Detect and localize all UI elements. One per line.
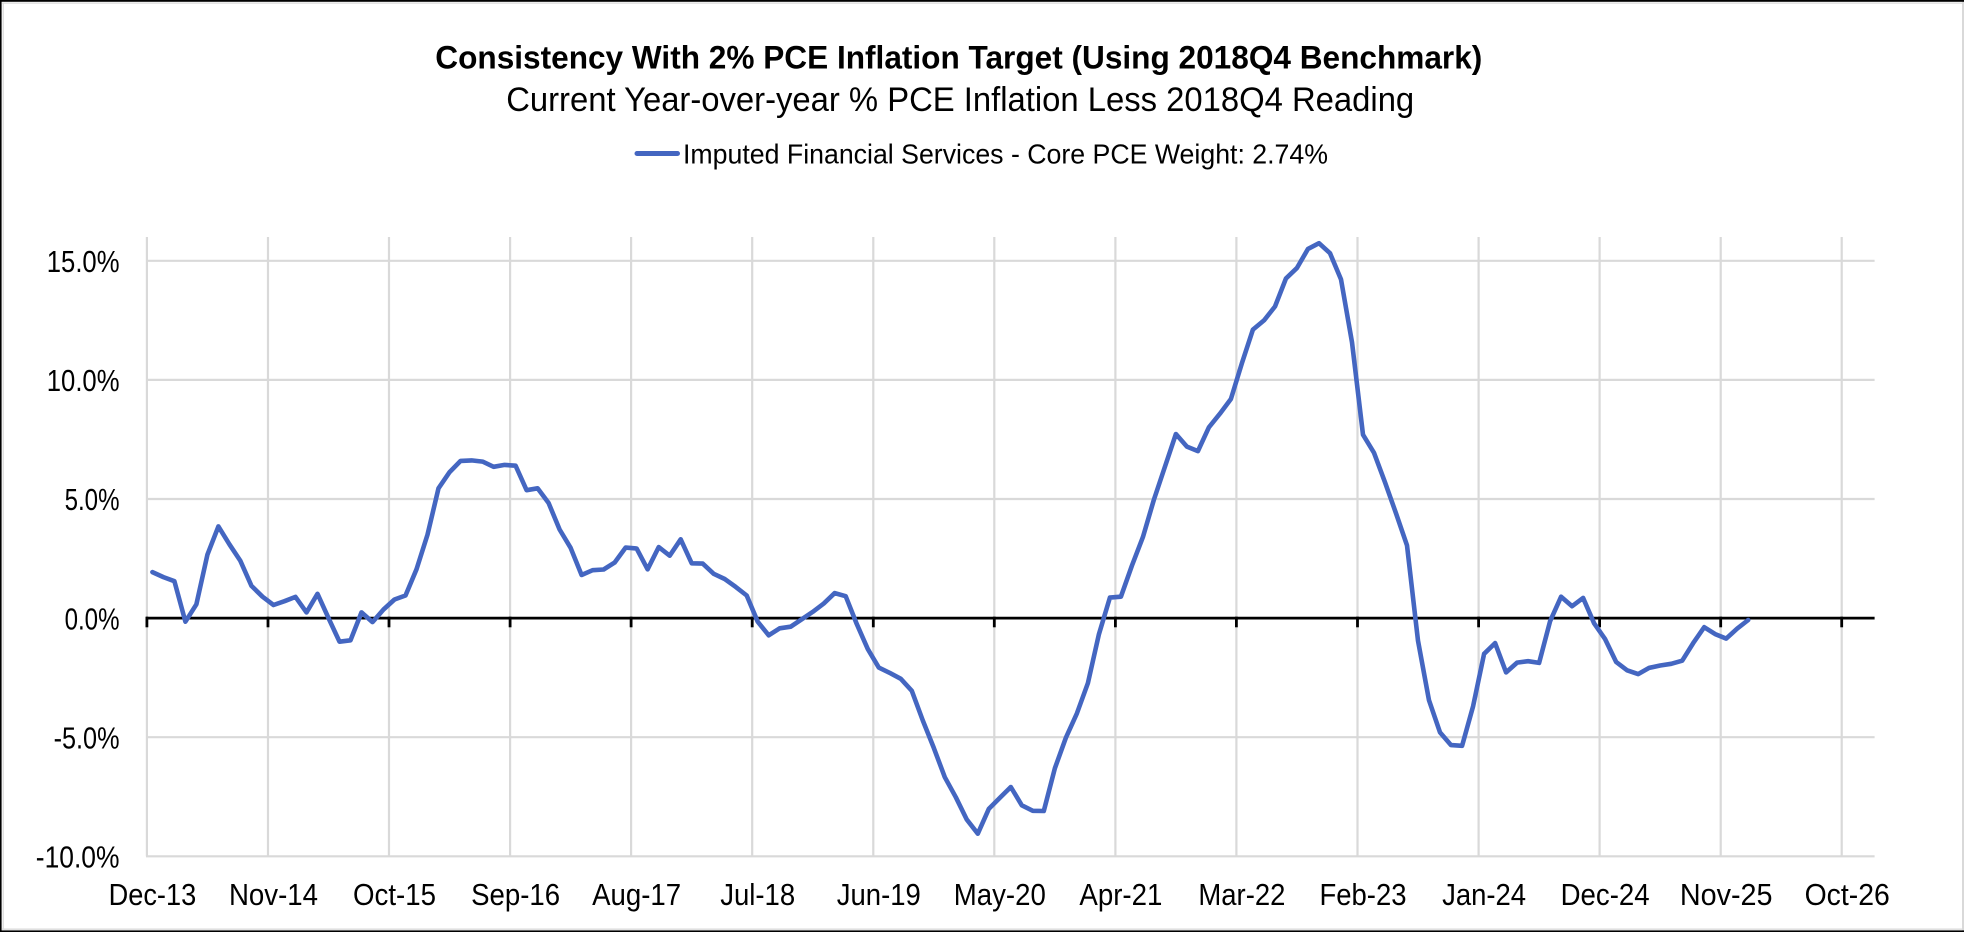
svg-text:Nov-25: Nov-25 — [1680, 877, 1773, 912]
svg-text:0.0%: 0.0% — [65, 601, 120, 636]
svg-text:Nov-14: Nov-14 — [229, 877, 318, 912]
svg-text:5.0%: 5.0% — [65, 482, 120, 517]
svg-text:May-20: May-20 — [954, 877, 1046, 912]
svg-text:Sep-16: Sep-16 — [471, 877, 560, 912]
svg-text:Apr-21: Apr-21 — [1079, 877, 1162, 912]
svg-text:Dec-24: Dec-24 — [1561, 877, 1650, 912]
svg-text:Jul-18: Jul-18 — [720, 877, 795, 912]
svg-text:Imputed Financial Services - C: Imputed Financial Services - Core PCE We… — [683, 138, 1328, 169]
svg-text:Consistency With 2% PCE Inflat: Consistency With 2% PCE Inflation Target… — [435, 40, 1482, 76]
svg-text:Current Year-over-year % PCE I: Current Year-over-year % PCE Inflation L… — [506, 81, 1414, 119]
svg-text:Jan-24: Jan-24 — [1442, 877, 1526, 912]
svg-text:Jun-19: Jun-19 — [837, 877, 921, 912]
svg-text:Oct-15: Oct-15 — [353, 877, 436, 912]
svg-text:Mar-22: Mar-22 — [1198, 877, 1285, 912]
svg-text:-5.0%: -5.0% — [54, 720, 120, 755]
svg-text:Aug-17: Aug-17 — [592, 877, 681, 912]
svg-text:-10.0%: -10.0% — [36, 840, 120, 875]
svg-text:15.0%: 15.0% — [47, 244, 120, 279]
svg-text:10.0%: 10.0% — [47, 363, 120, 398]
svg-text:Oct-26: Oct-26 — [1805, 877, 1890, 912]
svg-text:Dec-13: Dec-13 — [109, 877, 197, 912]
svg-text:Feb-23: Feb-23 — [1320, 877, 1407, 912]
